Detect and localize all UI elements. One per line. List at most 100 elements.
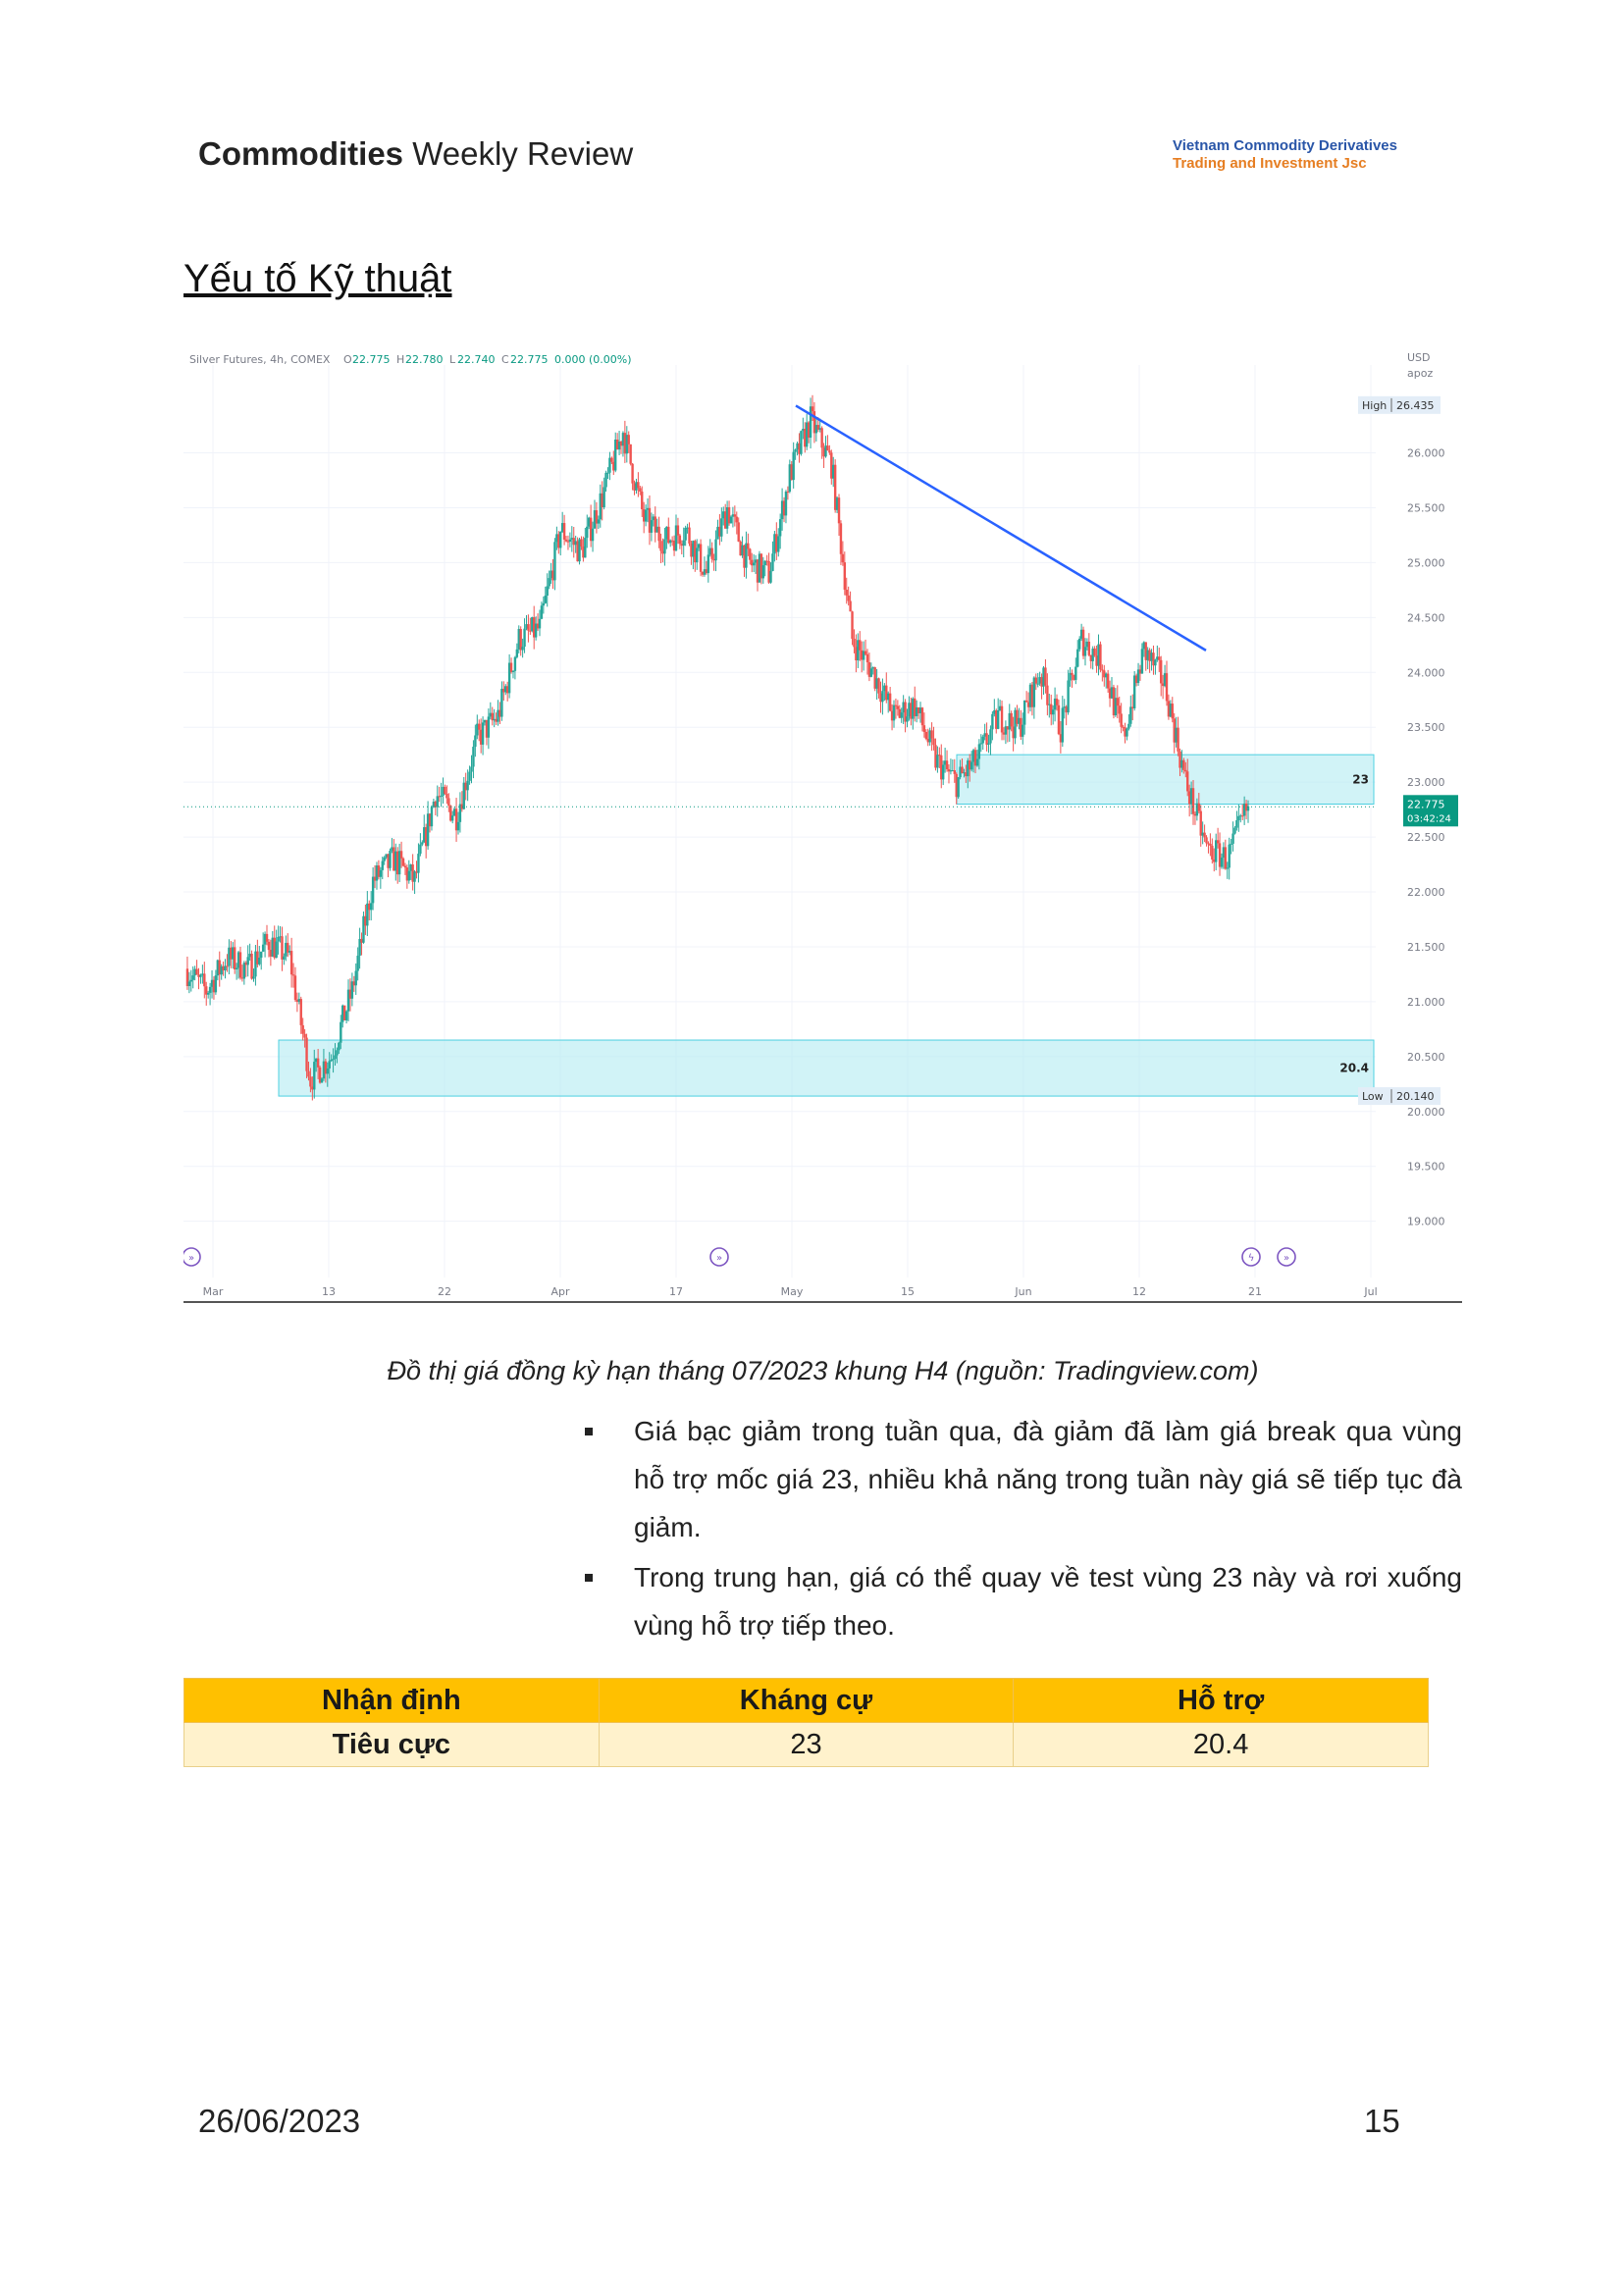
x-tick-label: Apr	[550, 1285, 570, 1298]
candle-body	[912, 698, 915, 719]
candle-body	[460, 804, 464, 809]
candle-body	[1216, 840, 1220, 844]
candle-body	[816, 425, 819, 430]
candle-body	[760, 553, 763, 579]
candle-body	[240, 977, 244, 979]
candle-body	[1205, 837, 1208, 844]
candle-body	[334, 1055, 337, 1060]
candle-body	[399, 851, 403, 859]
candle-body	[1077, 638, 1081, 650]
candle-body	[754, 559, 758, 563]
candle-body	[450, 815, 454, 821]
candle-body	[1095, 655, 1098, 666]
candle-body	[690, 543, 693, 557]
candle-body	[977, 744, 981, 759]
y-tick-label: 26.000	[1407, 447, 1445, 460]
candle-body	[1061, 707, 1065, 743]
candle-body	[951, 770, 955, 772]
candle-body	[478, 723, 481, 730]
candle-body	[466, 780, 469, 791]
candle-body	[1114, 698, 1118, 716]
x-tick-label: 12	[1132, 1285, 1146, 1298]
candle-body	[509, 662, 513, 672]
ohlc-change: 0.000 (0.00%)	[554, 353, 632, 366]
event-lightning-icon	[1241, 1247, 1261, 1267]
candle-body	[1044, 667, 1047, 686]
candle-body	[385, 854, 388, 858]
candle-body	[206, 992, 210, 995]
y-tick-label: 19.000	[1407, 1216, 1445, 1228]
x-tick-label: Jul	[1363, 1285, 1377, 1298]
candle-body	[523, 628, 526, 648]
candle-body	[1171, 704, 1174, 719]
candle-body	[697, 544, 701, 548]
candle-body	[1034, 677, 1037, 684]
candle-body	[322, 1061, 326, 1079]
candle-body	[1175, 727, 1178, 743]
candle-body	[1136, 669, 1140, 684]
ohlc-l: 22.740	[457, 353, 496, 366]
candle-body	[287, 942, 289, 953]
candle-body	[1207, 843, 1210, 845]
candle-body	[932, 738, 935, 746]
candle-body	[735, 516, 738, 523]
x-tick-label: Mar	[203, 1285, 224, 1298]
chart-grid	[183, 365, 1376, 1278]
candle-body	[985, 733, 988, 745]
candle-body	[1152, 652, 1155, 666]
candle-body	[606, 472, 609, 474]
candle-body	[665, 526, 668, 540]
candle-body	[1187, 791, 1191, 805]
candle-body	[366, 903, 369, 926]
candle-body	[597, 519, 601, 524]
x-tick-label: 17	[669, 1285, 683, 1298]
candle-body	[860, 650, 864, 660]
candle-body	[1074, 666, 1077, 680]
candle-body	[804, 429, 807, 447]
candle-body	[458, 804, 462, 822]
candle-body	[670, 540, 674, 542]
candle-body	[479, 729, 483, 745]
candle-body	[1087, 641, 1091, 655]
candle-body	[1154, 659, 1157, 666]
candle-body	[720, 518, 723, 537]
candle-body	[904, 702, 907, 722]
candle-body	[318, 1067, 322, 1083]
candle-body	[778, 519, 782, 537]
chart-candles	[185, 394, 1250, 1101]
chart-svg: Silver Futures, 4h, COMEX O 22.775 H 22.…	[183, 351, 1462, 1303]
candle-body	[233, 947, 236, 969]
candle-body	[546, 586, 549, 597]
candle-body	[1108, 688, 1112, 699]
ohlc-c-label: C	[501, 353, 509, 366]
candle-body	[805, 422, 809, 447]
ohlc-h-label: H	[396, 353, 404, 366]
candle-body	[1134, 675, 1138, 684]
candle-body	[800, 431, 803, 454]
candle-body	[655, 526, 658, 533]
candle-body	[809, 406, 812, 439]
candle-body	[267, 941, 271, 951]
candle-body	[505, 686, 509, 694]
event-forward-icon	[183, 1247, 201, 1267]
candle-body	[629, 443, 632, 464]
candle-body	[244, 963, 247, 965]
candle-body	[1042, 667, 1045, 687]
candle-body	[424, 827, 428, 847]
candle-body	[641, 491, 644, 510]
footer-date: 26/06/2023	[198, 2103, 361, 2139]
candle-body	[749, 548, 752, 560]
candle-body	[782, 500, 786, 516]
candle-body	[887, 693, 890, 701]
candle-body	[1089, 654, 1092, 661]
candle-body	[1230, 843, 1232, 845]
candle-body	[1018, 717, 1021, 724]
candle-body	[623, 433, 627, 454]
bullet-text: Giá bạc giảm trong tuần qua, đà giảm đã …	[634, 1416, 1462, 1542]
candle-body	[332, 1059, 335, 1061]
brand-line-2: Trading and Investment Jsc	[1173, 155, 1367, 172]
candle-body	[639, 488, 642, 492]
candle-body	[350, 981, 354, 999]
candle-body	[1126, 728, 1128, 737]
low-badge	[1358, 1087, 1441, 1106]
